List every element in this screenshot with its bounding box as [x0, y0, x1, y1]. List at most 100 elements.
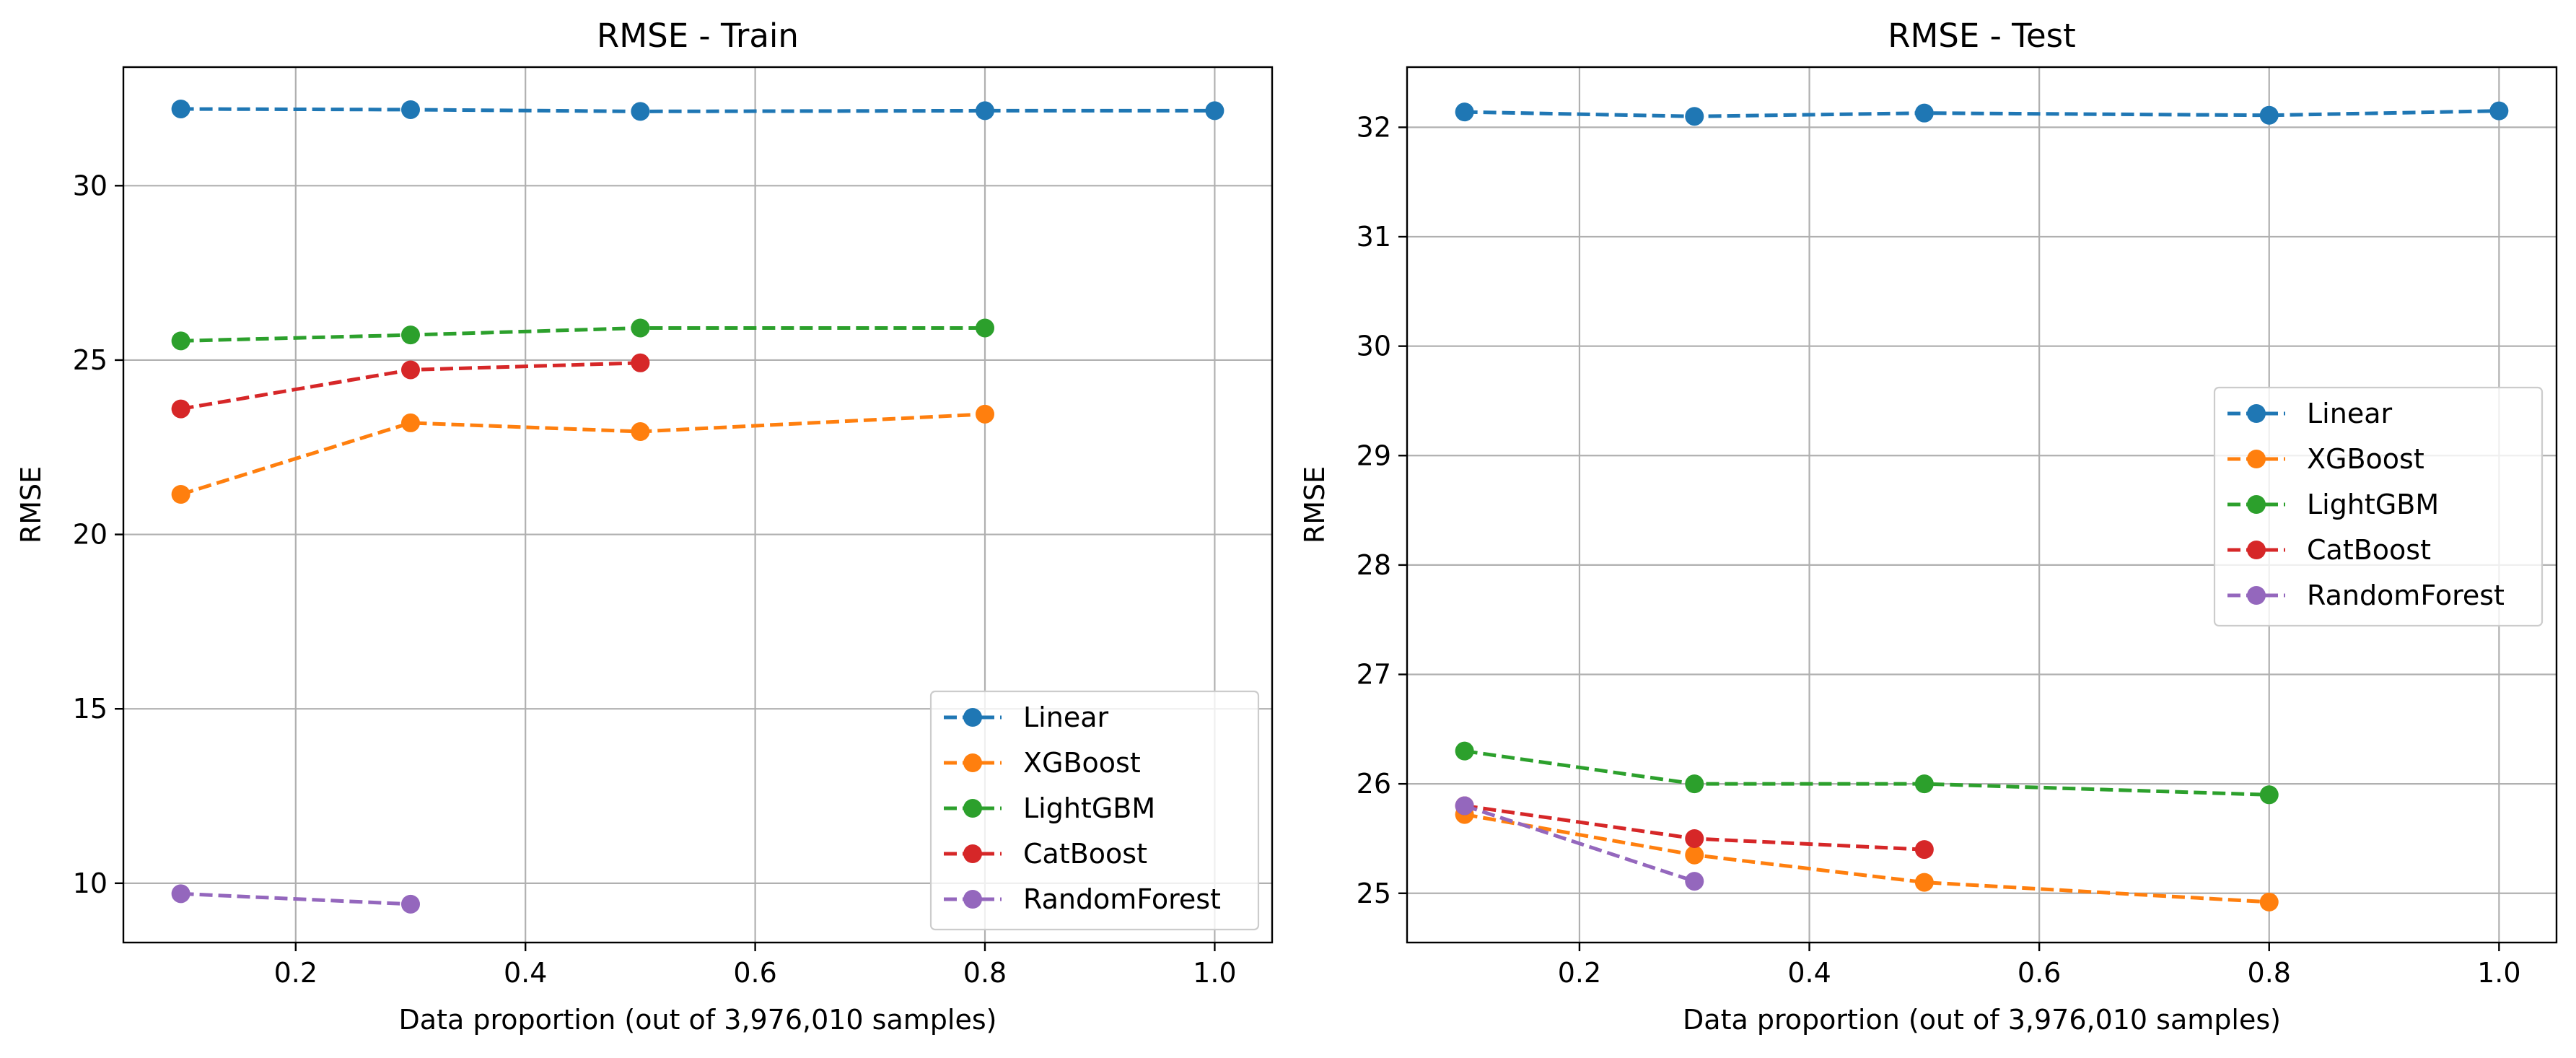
chart-1-legend: Linear XGBoost LightGBM CatBoost RandomFores…	[2213, 386, 2544, 627]
chart-0-series-xgboost-line	[180, 412, 986, 497]
chart-0-legend-label-lightgbm: LightGBM	[1023, 792, 1155, 824]
chart-0-point-lightgbm-0	[171, 331, 190, 351]
chart-1-point-lightgbm-1	[1685, 774, 1704, 794]
chart-1-legend-label-xgboost: XGBoost	[2307, 443, 2424, 475]
chart-0-point-xgboost-2	[631, 422, 650, 442]
chart-1-legend-marker-xgboost	[2247, 450, 2266, 468]
chart-0-point-xgboost-3	[976, 404, 994, 424]
chart-1-ytick-label-4: 29	[1357, 440, 1391, 471]
chart-0-legend-marker-xgboost	[963, 753, 982, 772]
chart-0-point-linear-2	[631, 102, 650, 121]
chart-0-point-xgboost-0	[171, 485, 190, 504]
train-chart-panel: 0.2 0.4 0.6 0.8 1.0 10 15 20 25 30 RMSE - Train Dat…	[15, 17, 1274, 1036]
chart-1-xtick-label-2: 0.6	[2018, 957, 2061, 989]
chart-0-legend-marker-randomforest	[963, 890, 982, 909]
chart-0-point-lightgbm-2	[631, 318, 650, 338]
chart-1-legend-box	[2213, 386, 2544, 627]
chart-0-legend-marker-linear	[963, 708, 982, 727]
chart-0-point-linear-0	[171, 99, 190, 118]
chart-0-ytick-label-3: 25	[73, 344, 108, 376]
chart-1-ytick-label-2: 27	[1357, 659, 1391, 691]
chart-1-series-lightgbm-line	[1464, 749, 2269, 797]
chart-1-point-lightgbm-0	[1455, 741, 1474, 761]
chart-0-point-randomforest-1	[401, 894, 420, 914]
test-chart-panel: 0.2 0.4 0.6 0.8 1.0 25 26 27 28 29 30 31 32 RMSE - Te…	[1299, 17, 2558, 1036]
chart-0-ytick-label-2: 20	[73, 519, 108, 551]
chart-0-point-catboost-1	[401, 360, 420, 380]
chart-1-point-linear-1	[1685, 107, 1704, 126]
chart-1-xtick-label-0: 0.2	[1558, 957, 1601, 989]
chart-0-ytick-label-4: 30	[73, 170, 108, 201]
chart-0-point-linear-1	[401, 100, 420, 119]
chart-0-xtick-label-1: 0.4	[504, 957, 547, 989]
chart-1-point-catboost-1	[1685, 829, 1704, 848]
chart-0-xtick-label-3: 0.8	[963, 957, 1007, 989]
chart-1-ytick-label-3: 28	[1357, 549, 1391, 581]
chart-0-plot-frame	[122, 66, 1274, 944]
chart-1-point-catboost-2	[1914, 840, 1934, 860]
chart-0-point-xgboost-1	[401, 413, 420, 432]
chart-0-x-axis-label: Data proportion (out of 3,976,010 sample…	[399, 1004, 997, 1036]
chart-0-legend-label-catboost: CatBoost	[1023, 838, 1147, 870]
chart-0-xtick-label-0: 0.2	[274, 957, 317, 989]
chart-1-ytick-label-1: 26	[1357, 768, 1391, 800]
chart-0-series-linear-line	[180, 107, 1215, 113]
chart-1-series-xgboost-line	[1464, 813, 2269, 904]
chart-1-legend-label-linear: Linear	[2307, 398, 2392, 429]
chart-1-point-xgboost-1	[1685, 845, 1704, 865]
chart-1-legend-label-catboost: CatBoost	[2307, 534, 2431, 566]
chart-1-point-linear-4	[2489, 101, 2509, 121]
chart-1-point-lightgbm-3	[2259, 785, 2279, 805]
chart-1-point-xgboost-2	[1914, 873, 1934, 892]
chart-0-y-axis-label: RMSE	[15, 466, 47, 543]
chart-0-point-lightgbm-1	[401, 325, 420, 345]
chart-0-point-randomforest-0	[171, 884, 190, 904]
chart-0-title: RMSE - Train	[597, 17, 799, 55]
chart-1-point-randomforest-0	[1455, 796, 1474, 816]
chart-1-series-linear-line	[1464, 109, 2500, 118]
chart-0-xtick-label-4: 1.0	[1193, 957, 1236, 989]
chart-0-legend-marker-catboost	[963, 844, 982, 863]
chart-1-xtick-label-1: 0.4	[1787, 957, 1831, 989]
chart-0-legend-box	[929, 690, 1260, 931]
chart-1-x-axis-label: Data proportion (out of 3,976,010 sample…	[1683, 1004, 2281, 1036]
chart-0-legend-marker-lightgbm	[963, 799, 982, 818]
chart-1-legend-marker-linear	[2247, 404, 2266, 423]
chart-0-point-linear-4	[1205, 101, 1225, 121]
chart-1-legend-marker-randomforest	[2247, 586, 2266, 605]
chart-0-xtick-label-2: 0.6	[733, 957, 776, 989]
chart-1-series-randomforest-line	[1463, 804, 1696, 883]
chart-1-point-linear-0	[1455, 102, 1474, 122]
chart-1-ytick-label-0: 25	[1357, 878, 1391, 909]
chart-1-point-lightgbm-2	[1914, 774, 1934, 794]
chart-1-point-xgboost-3	[2259, 892, 2279, 911]
chart-1-point-randomforest-1	[1685, 872, 1704, 891]
chart-1-legend-marker-lightgbm	[2247, 495, 2266, 514]
chart-1-legend-label-randomforest: RandomForest	[2307, 580, 2505, 611]
chart-1-point-linear-3	[2259, 105, 2279, 125]
chart-0-point-catboost-2	[631, 353, 650, 372]
chart-1-y-axis-label: RMSE	[1299, 466, 1331, 543]
chart-0-point-linear-3	[976, 101, 994, 121]
chart-0-point-catboost-0	[171, 399, 190, 419]
chart-0-legend-label-randomforest: RandomForest	[1023, 883, 1221, 915]
chart-0-legend-label-xgboost: XGBoost	[1023, 747, 1141, 779]
chart-0-legend: Linear XGBoost LightGBM CatBoost RandomFores…	[929, 690, 1260, 931]
chart-1-xtick-label-4: 1.0	[2477, 957, 2520, 989]
chart-1-ytick-label-5: 30	[1357, 331, 1391, 362]
chart-1-xtick-label-3: 0.8	[2248, 957, 2291, 989]
chart-0-point-lightgbm-3	[976, 318, 994, 338]
chart-0-legend-label-linear: Linear	[1023, 701, 1108, 733]
chart-1-ytick-label-7: 32	[1357, 111, 1391, 143]
chart-1-ytick-label-6: 31	[1357, 221, 1391, 253]
chart-1-plot-frame	[1406, 66, 2558, 944]
chart-0-ytick-label-1: 15	[73, 693, 108, 725]
chart-0-ytick-label-0: 10	[73, 867, 108, 899]
chart-1-point-linear-2	[1914, 103, 1934, 123]
chart-0-series-randomforest-line	[180, 891, 411, 906]
chart-1-legend-marker-catboost	[2247, 541, 2266, 559]
chart-1-legend-label-lightgbm: LightGBM	[2307, 489, 2439, 520]
chart-1-title: RMSE - Test	[1888, 17, 2076, 55]
chart-0-series-lightgbm-line	[180, 325, 985, 343]
